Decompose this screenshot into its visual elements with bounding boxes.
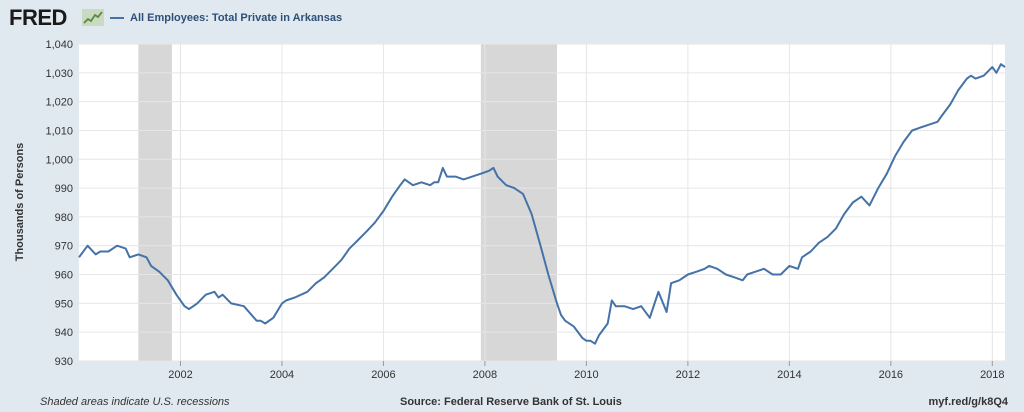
fred-logo-graph-icon xyxy=(82,9,104,26)
chart-footer: Shaded areas indicate U.S. recessions So… xyxy=(0,394,1024,412)
y-tick-label: 1,030 xyxy=(45,68,73,80)
x-tick-label: 2006 xyxy=(371,369,395,381)
series-group xyxy=(78,63,1006,345)
y-tick-label: 1,000 xyxy=(45,154,73,166)
recession-band-2 xyxy=(480,44,557,361)
y-tick-label: 970 xyxy=(55,241,73,253)
x-tick-label: 2012 xyxy=(676,369,700,381)
x-axis-ticks: 2002 2004 2006 2008 2010 2012 2014 2016 2018 xyxy=(168,361,1005,381)
y-tick-label: 1,020 xyxy=(45,97,73,109)
recession-band-1 xyxy=(138,44,172,361)
y-tick-label: 990 xyxy=(55,183,73,195)
y-tick-label: 950 xyxy=(55,298,73,310)
recession-bands xyxy=(138,44,557,361)
x-tick-label: 2008 xyxy=(473,369,497,381)
y-tick-label: 960 xyxy=(55,270,73,282)
y-tick-label: 1,010 xyxy=(45,125,73,137)
x-tick-label: 2014 xyxy=(777,369,801,381)
x-tick-label: 2018 xyxy=(980,369,1004,381)
recession-note: Shaded areas indicate U.S. recessions xyxy=(40,396,230,408)
y-tick-label: 940 xyxy=(55,327,73,339)
y-tick-label: 1,040 xyxy=(45,39,73,51)
line-chart: 930 940 950 960 970 980 990 1,000 1,010 1,020 1,03… xyxy=(14,39,1006,381)
series-line xyxy=(78,63,1006,345)
y-tick-label: 930 xyxy=(55,356,73,368)
x-tick-label: 2004 xyxy=(270,369,294,381)
y-tick-label: 980 xyxy=(55,212,73,224)
chart-legend: All Employees: Total Private in Arkansas xyxy=(110,12,342,24)
legend-line-swatch xyxy=(110,17,124,19)
legend-label: All Employees: Total Private in Arkansas xyxy=(130,12,343,24)
chart-header: FRED All Employees: Total Private in Ark… xyxy=(0,0,1024,36)
x-tick-label: 2010 xyxy=(574,369,598,381)
short-link[interactable]: myf.red/g/k8Q4 xyxy=(928,396,1008,408)
x-tick-label: 2016 xyxy=(879,369,903,381)
gridlines xyxy=(79,43,1005,362)
fred-logo: FRED xyxy=(9,5,67,30)
y-axis-label: Thousands of Persons xyxy=(14,143,26,262)
x-tick-label: 2002 xyxy=(168,369,192,381)
y-axis-ticks: 930 940 950 960 970 980 990 1,000 1,010 1,020 1,03… xyxy=(45,39,73,368)
source-credit: Source: Federal Reserve Bank of St. Loui… xyxy=(400,396,622,408)
